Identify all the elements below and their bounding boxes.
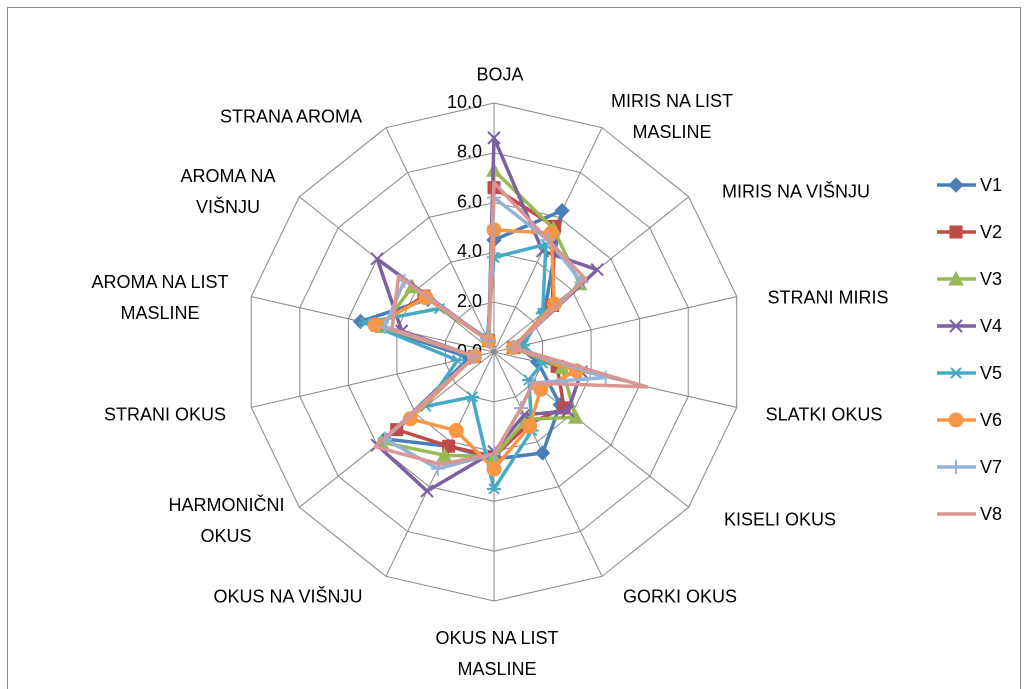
data-point: [554, 202, 570, 219]
legend-marker: [948, 270, 964, 286]
data-point: [377, 320, 392, 335]
chart-border: [7, 7, 1021, 689]
legend-label: V2: [980, 222, 1002, 242]
data-point: [487, 131, 501, 145]
legend-marker: [948, 412, 964, 428]
data-point: [522, 418, 538, 434]
category-label: HARMONIČNI OKUS: [168, 495, 285, 546]
legend-label: V5: [980, 363, 1002, 383]
category-label: OKUS NA LIST MASLINE: [435, 628, 559, 679]
category-label: MIRIS NA VIŠNJU: [721, 181, 871, 202]
data-point: [590, 263, 604, 277]
data-point: [486, 461, 502, 477]
data-point: [534, 445, 551, 461]
axis-spoke: [493, 296, 737, 353]
legend-label: V6: [980, 410, 1002, 430]
category-label: STRANA AROMA: [219, 106, 363, 127]
legend-marker: [949, 460, 963, 474]
legend-marker: [949, 367, 963, 379]
category-label: GORKI OKUS: [622, 586, 738, 607]
category-label: BOJA: [476, 64, 524, 85]
axis-spoke: [493, 351, 603, 577]
data-point: [402, 411, 418, 427]
data-point: [370, 252, 384, 266]
r-tick-label: 2.0: [457, 291, 482, 311]
legend-marker: [949, 225, 963, 239]
axis-spoke: [385, 127, 495, 353]
legend-marker: [948, 177, 964, 193]
data-point: [367, 317, 383, 333]
category-label: KISELI OKUS: [723, 509, 837, 530]
legend-label: V3: [980, 269, 1002, 289]
legend-label: V1: [980, 175, 1002, 195]
data-point: [436, 447, 453, 462]
series-line: [373, 180, 649, 466]
data-point: [465, 391, 480, 403]
data-point: [450, 354, 465, 367]
category-label: STRANI MIRIS: [767, 287, 889, 308]
data-point: [442, 439, 456, 453]
category-label: SLATKI OKUS: [765, 404, 883, 425]
data-point: [420, 484, 434, 498]
category-label: AROMA NA VIŠNJU: [180, 166, 276, 217]
data-point: [448, 423, 464, 439]
r-tick-label: 10.0: [447, 92, 482, 112]
category-label: AROMA NA LIST MASLINE: [91, 272, 229, 323]
category-label: STRANI OKUS: [103, 404, 227, 425]
legend-label: V7: [980, 457, 1002, 477]
legend-label: V4: [980, 316, 1002, 336]
r-tick-label: 8.0: [457, 142, 482, 162]
legend-label: V8: [980, 504, 1002, 524]
category-label: MIRIS NA LIST MASLINE: [610, 91, 734, 142]
data-point: [567, 409, 584, 424]
category-label: OKUS NA VIŠNJU: [213, 586, 363, 607]
r-tick-label: 4.0: [457, 241, 482, 261]
data-point: [561, 404, 575, 418]
data-point: [487, 483, 501, 495]
legend-marker: [949, 319, 963, 333]
r-tick-label: 6.0: [457, 191, 482, 211]
